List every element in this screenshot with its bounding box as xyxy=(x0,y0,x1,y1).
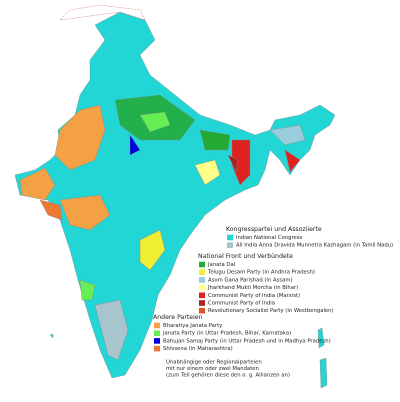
legend-swatch xyxy=(154,345,160,352)
legend-swatch xyxy=(154,330,160,336)
legend-note: (zum Teil gehören diese den o. g. Allian… xyxy=(166,373,290,379)
legend-swatch xyxy=(199,300,205,306)
legend-swatch xyxy=(199,292,205,299)
legend-swatch xyxy=(199,284,205,291)
legend-label: All India Anna Dravida Munnetra Kazhagam… xyxy=(236,243,393,249)
legend-swatch xyxy=(199,261,205,268)
legend-swatch xyxy=(154,322,160,329)
india-map xyxy=(14,4,336,389)
legend-label: Asom Gana Parishad (in Assam) xyxy=(208,277,293,283)
legend: Kongresspartei und Assoziierte Indian Nat… xyxy=(153,226,393,379)
legend-note: Unabhängige oder Regionalparteien xyxy=(166,360,262,366)
legend-group-title: Andere Parteien xyxy=(153,314,203,321)
legend-swatch xyxy=(154,338,160,344)
legend-label: Jharkhand Mukti Morcha (in Bihar) xyxy=(207,285,298,291)
legend-label: Indian National Congress xyxy=(236,235,303,241)
legend-label: Revolutionary Socialist Party (in Westbe… xyxy=(208,308,334,314)
legend-label: Janata Dal xyxy=(207,262,235,268)
legend-label: Communist Party of India xyxy=(208,301,275,307)
legend-swatch xyxy=(199,307,205,314)
legend-swatch xyxy=(227,234,233,241)
legend-swatch xyxy=(227,242,233,248)
legend-label: Shivsena (in Maharashtra) xyxy=(163,346,233,352)
legend-label: Bahujan Samaj Party (in Uttar Pradesh un… xyxy=(163,338,331,344)
legend-label: Communist Party of India (Marxist) xyxy=(208,293,300,299)
legend-note: mit nur einem oder zwei Mandaten xyxy=(166,366,259,372)
legend-label: Telugu Desam Party (in Andhra Pradesh) xyxy=(207,270,315,276)
legend-label: Janata Party (in Uttar Pradesh, Bihar, K… xyxy=(162,331,291,337)
legend-group-title: Kongresspartei und Assoziierte xyxy=(226,226,322,233)
legend-group-title: National Front und Verbündete xyxy=(198,253,293,260)
legend-label: Bharatiya Janata Party xyxy=(163,323,222,329)
legend-swatch xyxy=(199,277,205,283)
legend-swatch xyxy=(199,269,205,275)
